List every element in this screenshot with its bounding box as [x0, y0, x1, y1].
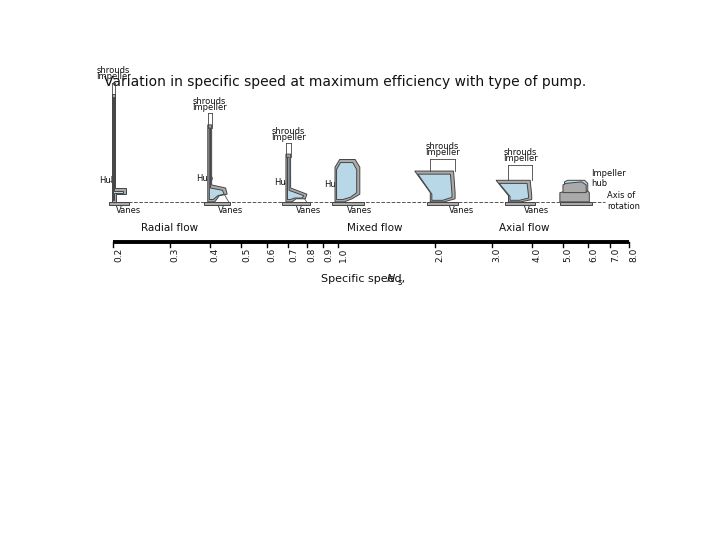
- Polygon shape: [336, 163, 356, 200]
- Text: Impeller: Impeller: [271, 133, 306, 142]
- Polygon shape: [427, 202, 458, 205]
- Text: Axial flow: Axial flow: [500, 222, 550, 233]
- Text: 2.0: 2.0: [436, 247, 445, 261]
- Text: 0.5: 0.5: [242, 247, 251, 262]
- Polygon shape: [560, 202, 593, 205]
- Polygon shape: [418, 174, 452, 200]
- Text: s: s: [397, 278, 402, 287]
- Text: 0.4: 0.4: [211, 247, 220, 261]
- Text: Variation in specific speed at maximum efficiency with type of pump.: Variation in specific speed at maximum e…: [104, 75, 586, 89]
- Text: 3.0: 3.0: [492, 247, 501, 262]
- Polygon shape: [564, 180, 588, 191]
- Text: Vanes: Vanes: [117, 192, 142, 214]
- Polygon shape: [563, 182, 586, 193]
- Text: Hub: Hub: [99, 176, 117, 185]
- Text: 5.0: 5.0: [564, 247, 572, 262]
- Polygon shape: [287, 157, 304, 200]
- Polygon shape: [208, 125, 227, 202]
- Text: Impeller: Impeller: [503, 154, 537, 164]
- Polygon shape: [560, 191, 589, 202]
- Text: shrouds: shrouds: [193, 97, 226, 106]
- Text: N: N: [387, 274, 395, 284]
- Polygon shape: [505, 202, 535, 205]
- Text: Axis of
rotation: Axis of rotation: [607, 191, 640, 211]
- Text: shrouds: shrouds: [96, 66, 130, 75]
- Polygon shape: [109, 202, 129, 205]
- Text: Vanes: Vanes: [348, 188, 373, 214]
- Text: Vanes: Vanes: [446, 194, 474, 214]
- Text: 1.0: 1.0: [339, 247, 348, 262]
- Text: 0.3: 0.3: [171, 247, 180, 262]
- Polygon shape: [204, 202, 230, 205]
- Polygon shape: [286, 154, 307, 202]
- Text: 0.2: 0.2: [114, 247, 123, 261]
- Text: 0.9: 0.9: [324, 247, 333, 262]
- Text: Vanes: Vanes: [521, 195, 549, 214]
- Text: shrouds: shrouds: [503, 148, 537, 157]
- Text: 0.8: 0.8: [307, 247, 317, 262]
- Text: Hub: Hub: [324, 180, 341, 190]
- Text: Impeller: Impeller: [426, 148, 460, 157]
- Text: shrouds: shrouds: [426, 142, 459, 151]
- Text: 4.0: 4.0: [533, 247, 541, 261]
- Text: 8.0: 8.0: [629, 247, 639, 262]
- Polygon shape: [113, 97, 122, 200]
- Text: Specific speed,: Specific speed,: [321, 274, 408, 284]
- Polygon shape: [335, 159, 360, 202]
- Text: Vanes: Vanes: [296, 195, 321, 214]
- Polygon shape: [332, 202, 364, 205]
- Polygon shape: [210, 128, 224, 200]
- Text: Vanes: Vanes: [218, 195, 243, 214]
- Polygon shape: [112, 94, 126, 202]
- Polygon shape: [415, 171, 455, 202]
- Text: Impeller
hub: Impeller hub: [580, 169, 626, 188]
- Text: Hub: Hub: [274, 178, 292, 187]
- Text: Mixed flow: Mixed flow: [347, 222, 402, 233]
- Text: Hub: Hub: [196, 174, 213, 183]
- Polygon shape: [282, 202, 310, 205]
- Text: Impeller: Impeller: [96, 72, 130, 81]
- Polygon shape: [499, 184, 528, 200]
- Text: 0.7: 0.7: [289, 247, 298, 262]
- Text: 6.0: 6.0: [589, 247, 598, 262]
- Text: Radial flow: Radial flow: [141, 222, 199, 233]
- Text: 7.0: 7.0: [611, 247, 620, 262]
- Text: shrouds: shrouds: [271, 127, 305, 136]
- Text: 0.6: 0.6: [268, 247, 276, 262]
- Polygon shape: [496, 180, 532, 202]
- Text: Impeller: Impeller: [192, 103, 227, 112]
